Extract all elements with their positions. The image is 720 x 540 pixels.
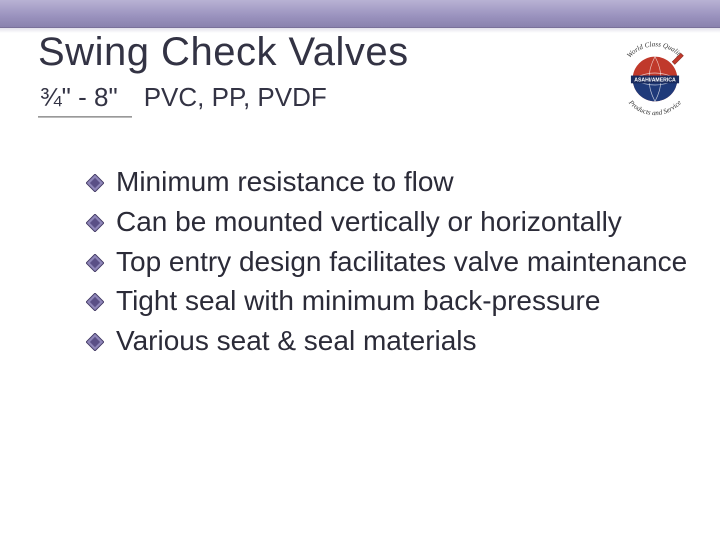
bullet-icon (86, 293, 104, 311)
subtitle-row: ¾" - 8" PVC, PP, PVDF (40, 82, 327, 113)
list-item: Minimum resistance to flow (86, 164, 700, 200)
title-underline (38, 116, 132, 118)
size-range: ¾" - 8" (40, 82, 118, 113)
list-item-text: Various seat & seal materials (116, 325, 477, 356)
list-item-text: Top entry design facilitates valve maint… (116, 246, 687, 277)
list-item: Various seat & seal materials (86, 323, 700, 359)
materials: PVC, PP, PVDF (144, 82, 327, 113)
list-item-text: Can be mounted vertically or horizontall… (116, 206, 622, 237)
top-bar (0, 0, 720, 28)
bullet-icon (86, 254, 104, 272)
brand-logo: World Class Quality Products and Service… (612, 36, 698, 122)
list-item: Top entry design facilitates valve maint… (86, 244, 700, 280)
list-item-text: Tight seal with minimum back-pressure (116, 285, 600, 316)
bullet-list: Minimum resistance to flow Can be mounte… (86, 164, 700, 363)
globe-icon: World Class Quality Products and Service… (612, 36, 698, 122)
list-item-text: Minimum resistance to flow (116, 166, 454, 197)
logo-brand-text: ASAHI/AMERICA (634, 78, 676, 84)
list-item: Can be mounted vertically or horizontall… (86, 204, 700, 240)
bullet-icon (86, 333, 104, 351)
bullet-icon (86, 174, 104, 192)
list-item: Tight seal with minimum back-pressure (86, 283, 700, 319)
page-title: Swing Check Valves (38, 30, 409, 75)
bullet-icon (86, 214, 104, 232)
